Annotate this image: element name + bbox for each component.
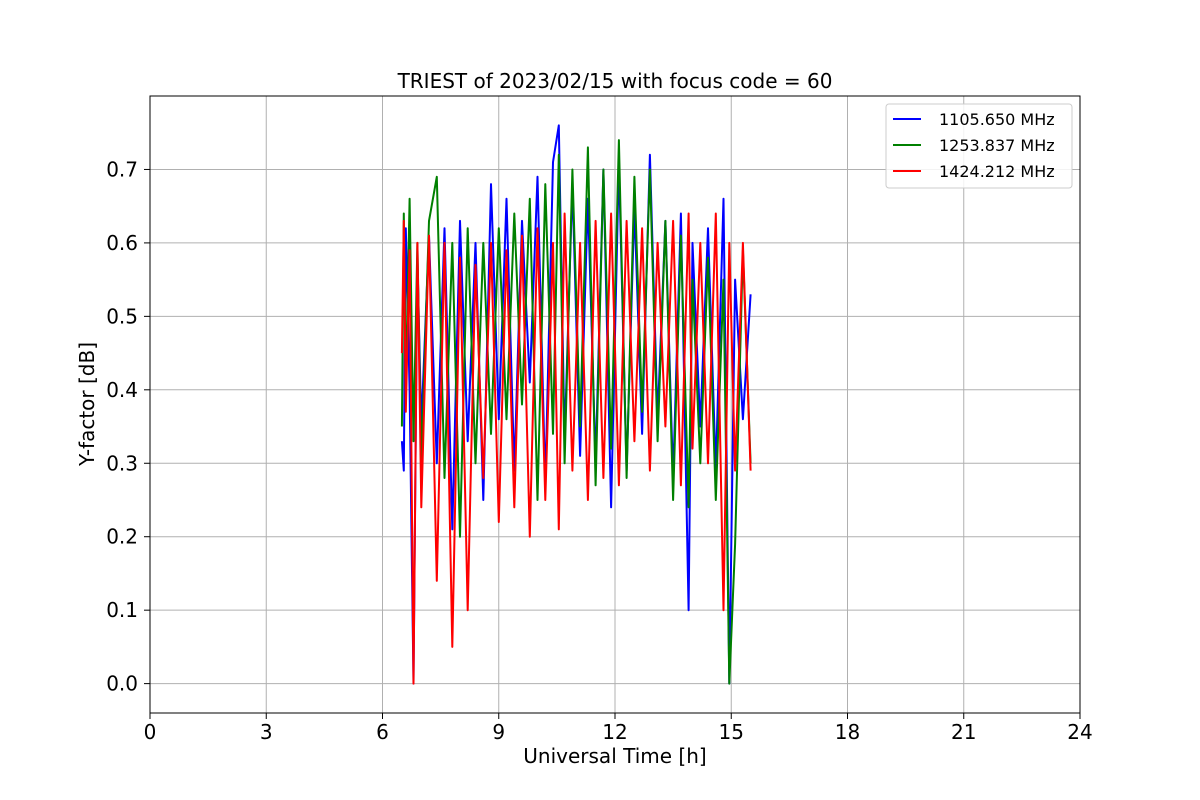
x-tick-label: 24 — [1067, 720, 1092, 744]
y-tick-label: 0.1 — [106, 598, 138, 622]
legend-label: 1105.650 MHz — [939, 110, 1055, 129]
y-tick-label: 0.3 — [106, 451, 138, 475]
y-tick-label: 0.2 — [106, 525, 138, 549]
x-tick-label: 3 — [260, 720, 273, 744]
legend-label: 1253.837 MHz — [939, 136, 1055, 155]
chart-title: TRIEST of 2023/02/15 with focus code = 6… — [397, 69, 833, 93]
x-tick-label: 0 — [144, 720, 157, 744]
x-tick-label: 21 — [951, 720, 976, 744]
series-line-3 — [400, 212, 752, 685]
x-tick-label: 12 — [602, 720, 627, 744]
legend-label: 1424.212 MHz — [939, 162, 1055, 181]
y-axis: 0.0 0.1 0.2 0.3 0.4 0.5 0.6 0.7 — [106, 157, 150, 696]
x-tick-label: 15 — [719, 720, 744, 744]
x-tick-label: 6 — [376, 720, 389, 744]
y-axis-label: Y-factor [dB] — [75, 342, 99, 467]
x-axis-label: Universal Time [h] — [523, 744, 706, 768]
y-tick-label: 0.4 — [106, 378, 138, 402]
y-tick-label: 0.5 — [106, 304, 138, 328]
y-tick-label: 0.7 — [106, 157, 138, 181]
x-tick-label: 18 — [835, 720, 860, 744]
x-tick-label: 9 — [492, 720, 505, 744]
x-axis: 0 3 6 9 12 15 18 21 24 — [144, 713, 1093, 744]
legend-box — [885, 103, 1073, 189]
legend: 1105.650 MHz 1253.837 MHz 1424.212 MHz — [885, 103, 1073, 189]
y-tick-label: 0.0 — [106, 672, 138, 696]
y-tick-label: 0.6 — [106, 231, 138, 255]
series-group — [400, 124, 752, 685]
